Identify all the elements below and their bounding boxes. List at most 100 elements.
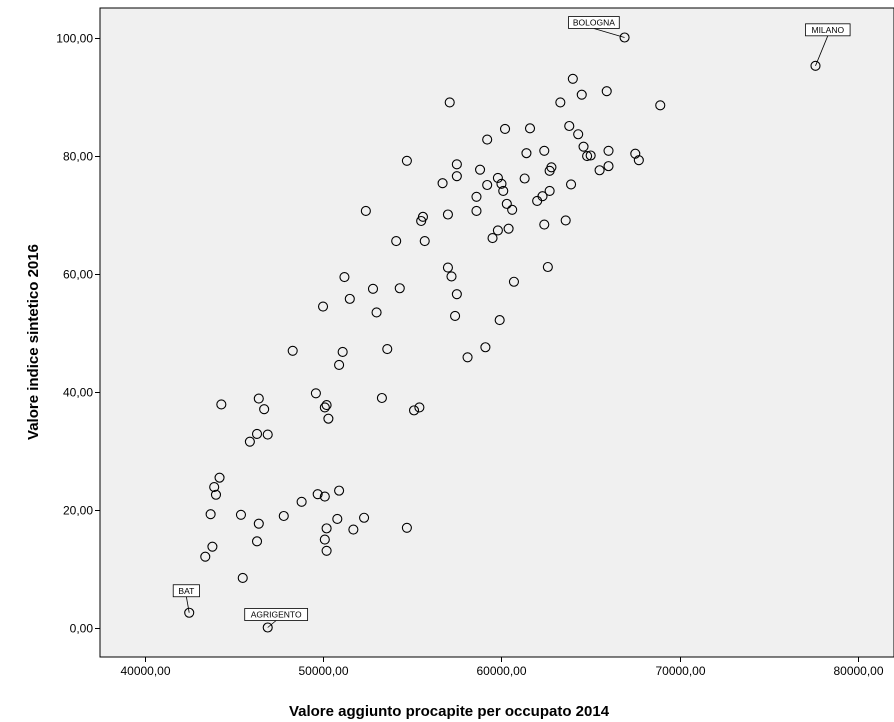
data-point	[319, 402, 330, 413]
data-point	[503, 223, 514, 234]
data-point	[564, 120, 575, 132]
data-point	[371, 307, 382, 318]
data-point	[496, 178, 507, 189]
data-point	[630, 148, 641, 159]
data-point	[332, 513, 343, 524]
y-tick-label: 80,00	[63, 150, 93, 164]
data-point	[578, 141, 589, 152]
data-point	[367, 283, 379, 294]
data-point	[544, 185, 555, 196]
point-label: AGRIGENTO	[251, 610, 302, 620]
data-point	[253, 393, 264, 404]
x-tick-label: 80000,00	[833, 664, 883, 678]
data-point	[442, 209, 453, 220]
data-point	[359, 512, 370, 523]
data-point	[321, 545, 332, 556]
data-point	[344, 293, 355, 304]
data-point	[348, 524, 359, 535]
data-point	[262, 622, 273, 633]
data-point	[633, 155, 644, 166]
data-point	[419, 236, 430, 247]
data-point	[810, 60, 821, 71]
data-point	[585, 150, 596, 161]
data-point	[310, 388, 321, 399]
annotation-leader	[593, 28, 625, 38]
data-point	[442, 262, 453, 273]
data-point	[471, 191, 482, 202]
data-point	[296, 496, 307, 507]
data-point	[287, 345, 298, 356]
data-point	[471, 205, 482, 217]
data-point	[321, 523, 332, 534]
data-point	[210, 489, 222, 500]
y-tick-label: 60,00	[63, 268, 93, 282]
data-point	[494, 315, 505, 326]
y-tick-label: 100,00	[56, 32, 93, 46]
data-point	[480, 342, 491, 353]
data-point	[446, 271, 457, 282]
data-point	[444, 97, 455, 108]
data-point	[317, 301, 329, 312]
y-tick-label: 40,00	[63, 386, 93, 400]
data-point	[323, 413, 334, 424]
data-point	[582, 151, 593, 162]
annotation-leader	[267, 620, 277, 628]
data-point	[507, 204, 518, 215]
data-point	[482, 179, 493, 191]
data-point	[416, 215, 427, 227]
data-point	[339, 271, 350, 283]
data-point	[482, 134, 493, 145]
data-point	[401, 522, 412, 533]
data-point	[539, 219, 550, 230]
data-point	[450, 310, 461, 322]
data-point	[214, 472, 225, 483]
data-point	[251, 428, 263, 440]
data-point	[207, 541, 218, 552]
data-point	[560, 215, 571, 226]
annotation-leader	[185, 596, 190, 613]
data-point	[200, 551, 211, 562]
data-point	[451, 171, 462, 182]
data-point	[619, 32, 630, 43]
data-point	[567, 73, 578, 84]
data-point	[414, 402, 425, 413]
data-point	[391, 236, 402, 247]
data-point	[539, 145, 550, 156]
x-tick-label: 40000,00	[120, 664, 170, 678]
point-label: BAT	[178, 586, 194, 596]
data-point	[334, 359, 345, 371]
data-point	[401, 155, 412, 166]
data-point	[576, 89, 587, 100]
data-point	[542, 261, 553, 273]
data-point	[319, 534, 330, 545]
data-point	[408, 405, 420, 416]
y-axis-title: Valore indice sintetico 2016	[25, 244, 42, 440]
x-tick-label: 50000,00	[298, 664, 348, 678]
data-point	[462, 352, 473, 363]
data-point	[278, 510, 289, 522]
data-point	[312, 489, 323, 500]
data-point	[319, 491, 330, 502]
data-point	[519, 173, 530, 184]
x-axis-title: Valore aggiunto procapite per occupato 2…	[289, 703, 610, 720]
y-tick-label: 20,00	[63, 504, 93, 518]
data-point	[603, 145, 614, 156]
data-point	[508, 276, 520, 287]
data-points	[184, 32, 821, 633]
data-point	[259, 404, 270, 415]
data-point	[337, 346, 348, 358]
data-point	[546, 162, 557, 173]
x-tick-label: 70000,00	[655, 664, 705, 678]
data-point	[251, 536, 263, 547]
data-point	[594, 165, 605, 176]
data-point	[521, 148, 532, 159]
data-point	[451, 159, 462, 170]
data-point	[321, 400, 332, 411]
annotation-box	[568, 16, 620, 29]
y-axis: 0,00 20,00 40,00 60,00 80,00 100,00	[56, 32, 100, 636]
data-point	[492, 225, 503, 236]
data-point	[205, 509, 216, 520]
data-point	[537, 191, 548, 202]
data-point	[184, 607, 195, 618]
